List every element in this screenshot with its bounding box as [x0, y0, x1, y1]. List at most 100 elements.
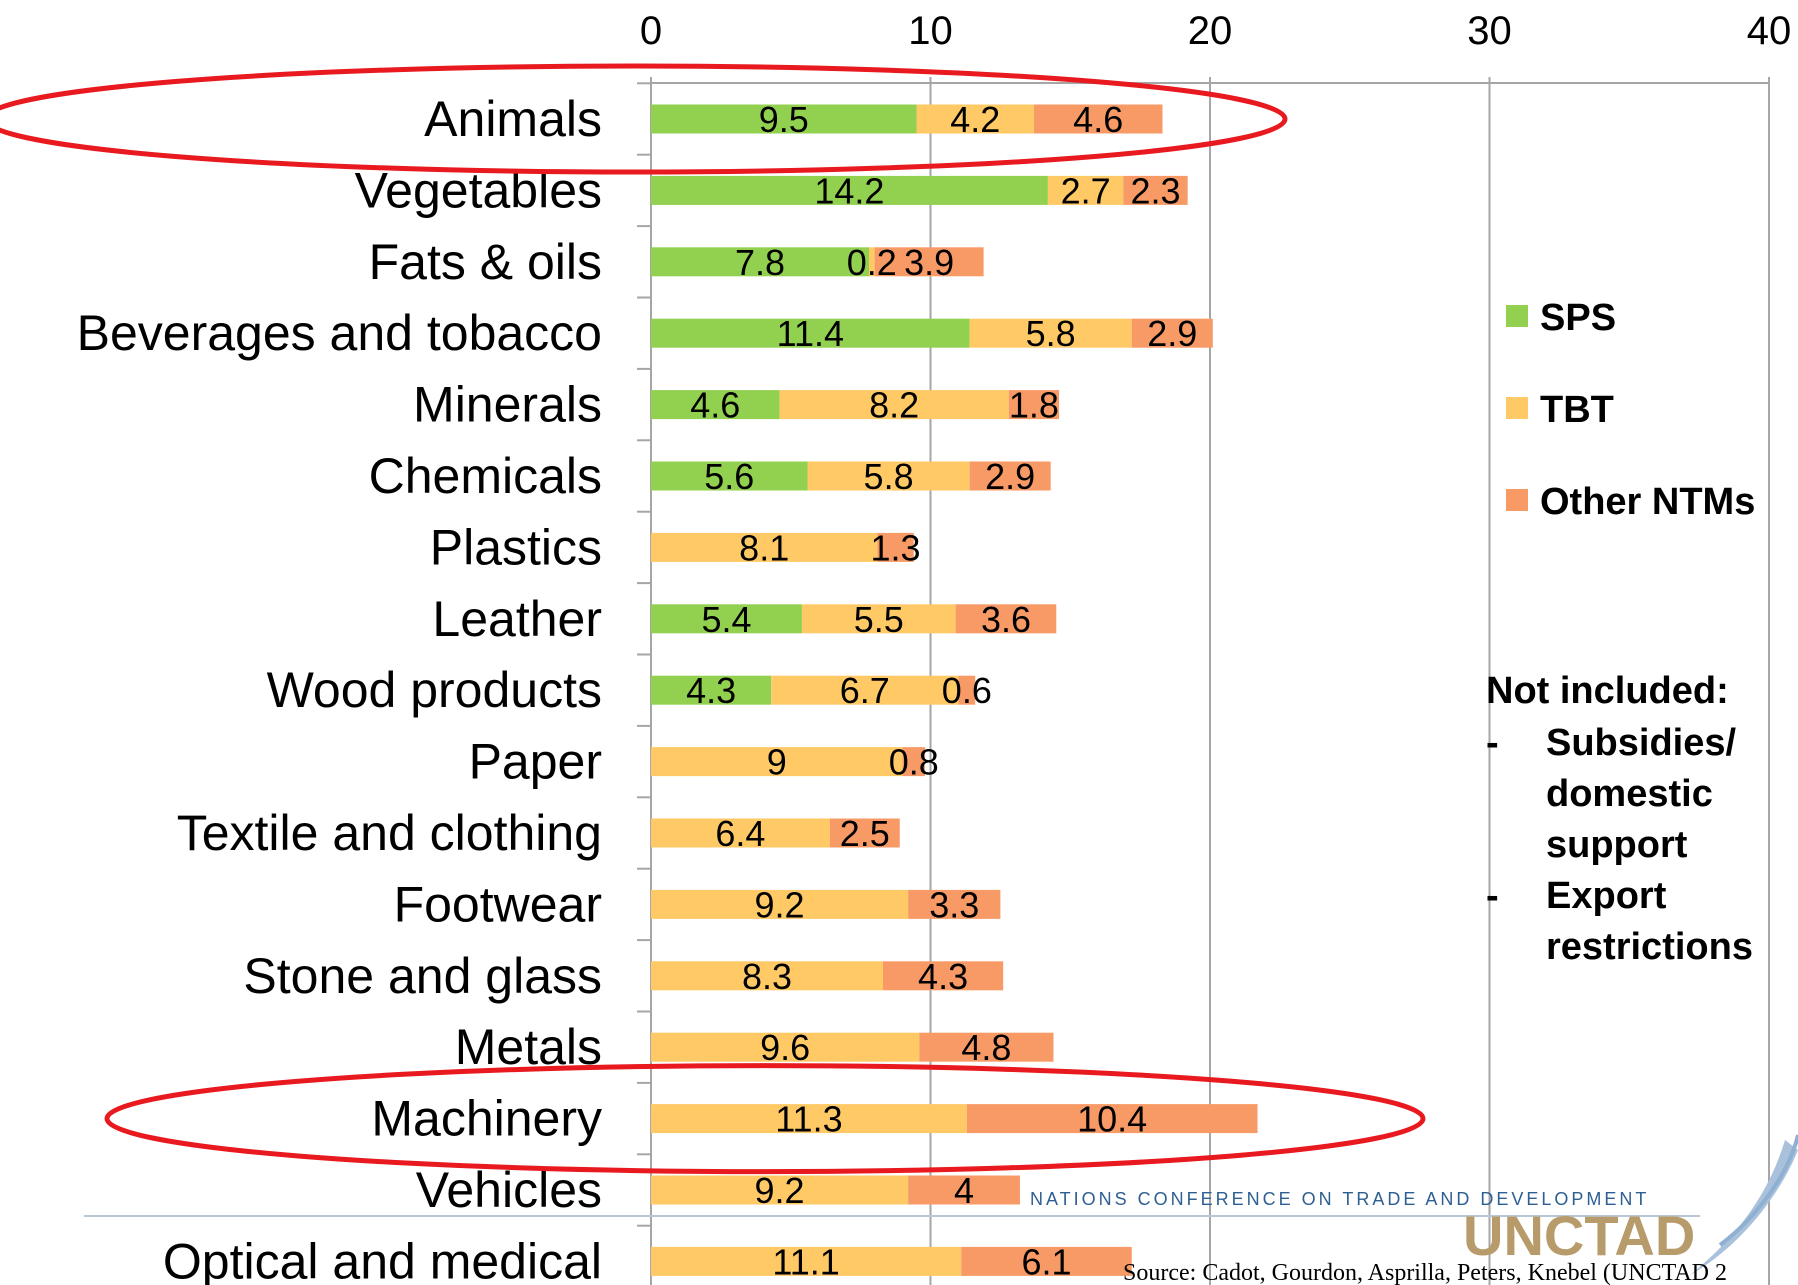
note-line: support [1546, 824, 1688, 866]
value-label: 6.7 [840, 670, 890, 711]
bar-segment [955, 604, 1057, 634]
highlight-ellipses [0, 63, 1426, 1175]
x-tick-label: 20 [1188, 9, 1233, 53]
logo-band-text: NATIONS CONFERENCE ON TRADE AND DEVELOPM… [1030, 1189, 1649, 1209]
category-label: Beverages and tobacco [77, 305, 602, 361]
bar-segment [651, 961, 883, 991]
value-label: 8.3 [742, 956, 792, 997]
logo-swoosh [1718, 1134, 1798, 1247]
category-label: Textile and clothing [177, 805, 602, 861]
value-label: 3.6 [981, 599, 1031, 640]
value-label: 2.5 [840, 813, 890, 854]
bar-segment [651, 175, 1048, 205]
legend-label: TBT [1540, 389, 1614, 431]
bar-segment [869, 247, 875, 277]
note-line: Subsidies/ [1546, 722, 1736, 764]
bar-segment [1033, 104, 1163, 134]
source-note: Source: Cadot, Gourdon, Asprilla, Peters… [1123, 1260, 1727, 1285]
note-bullet: - [1486, 875, 1499, 917]
value-label: 3.3 [929, 884, 979, 925]
value-label: 0.8 [889, 742, 939, 783]
value-label: 5.8 [1026, 313, 1076, 354]
bar-segment [651, 818, 830, 848]
bar-segment [651, 1032, 920, 1062]
note-line: restrictions [1546, 926, 1753, 968]
value-label: 1.3 [871, 527, 921, 568]
value-label: 5.8 [864, 456, 914, 497]
bar-segment [651, 461, 808, 491]
value-label: 11.3 [775, 1099, 842, 1140]
category-label: Leather [432, 591, 602, 647]
bar-segment [651, 390, 780, 420]
bar-segment [651, 1175, 909, 1205]
bar-segment [651, 104, 917, 134]
value-label: 4.2 [950, 99, 1000, 140]
bar-segment [651, 532, 878, 562]
value-label: 9 [767, 742, 787, 783]
bar-segment [651, 1104, 967, 1134]
category-label: Plastics [430, 519, 602, 575]
value-label: 6.1 [1021, 1241, 1071, 1282]
bar-segment [882, 961, 1004, 991]
value-label: 4 [954, 1170, 974, 1211]
bar-segment [902, 747, 925, 777]
bar-segment [801, 604, 956, 634]
note-bullet: - [1486, 722, 1499, 764]
legend-label: Other NTMs [1540, 481, 1755, 523]
logo-swoosh [1690, 1140, 1798, 1275]
bars [651, 104, 1258, 1276]
bar-segment [651, 318, 970, 348]
value-label: 8.2 [869, 385, 919, 426]
value-label: 6.4 [715, 813, 765, 854]
value-label: 14.2 [814, 170, 884, 211]
bar-segment [651, 889, 909, 919]
value-label: 1.8 [1009, 385, 1059, 426]
value-label: 2.9 [1147, 313, 1197, 354]
value-label: 5.6 [704, 456, 754, 497]
bar-segment [916, 104, 1034, 134]
bar-segment [966, 1104, 1258, 1134]
value-label: 4.6 [690, 385, 740, 426]
bar-segment [651, 1246, 962, 1276]
value-label: 4.3 [918, 956, 968, 997]
value-label: 5.5 [854, 599, 904, 640]
category-label: Minerals [413, 377, 602, 433]
category-label: Paper [469, 734, 602, 790]
category-label: Chemicals [369, 448, 602, 504]
bar-segment [771, 675, 959, 705]
highlight-ellipse [0, 63, 1288, 175]
bar-segment [908, 1175, 1020, 1205]
value-label: 9.6 [760, 1027, 810, 1068]
value-label: 9.2 [755, 884, 805, 925]
note-title: Not included: [1486, 670, 1729, 712]
bar-segment [958, 675, 976, 705]
highlight-ellipse [104, 1063, 1426, 1175]
bar-segment [1008, 390, 1060, 420]
bar-segment [908, 889, 1001, 919]
logo-wordmark: UNCTAD [1463, 1204, 1695, 1267]
legend-label: SPS [1540, 297, 1616, 339]
value-label: 10.4 [1077, 1099, 1147, 1140]
value-label: 5.4 [701, 599, 751, 640]
bar-segment [874, 247, 984, 277]
category-label: Optical and medical [163, 1233, 602, 1285]
bar-segment [651, 247, 870, 277]
value-label: 11.1 [772, 1241, 839, 1282]
x-tick-label: 0 [640, 9, 662, 53]
bar-segment [651, 675, 772, 705]
value-label: 4.8 [961, 1027, 1011, 1068]
value-label: 2.3 [1130, 170, 1180, 211]
category-label: Fats & oils [369, 234, 602, 290]
bar-segment [877, 532, 914, 562]
bar-segment [779, 390, 1009, 420]
value-label: 2.7 [1061, 170, 1111, 211]
value-label: 7.8 [735, 242, 785, 283]
bar-segment [651, 747, 903, 777]
value-label: 9.5 [759, 99, 809, 140]
bar-segment [1047, 175, 1124, 205]
legend-swatch [1506, 305, 1528, 327]
note-line: domestic [1546, 773, 1713, 815]
value-label: 8.1 [739, 527, 789, 568]
value-label: 4.3 [686, 670, 736, 711]
